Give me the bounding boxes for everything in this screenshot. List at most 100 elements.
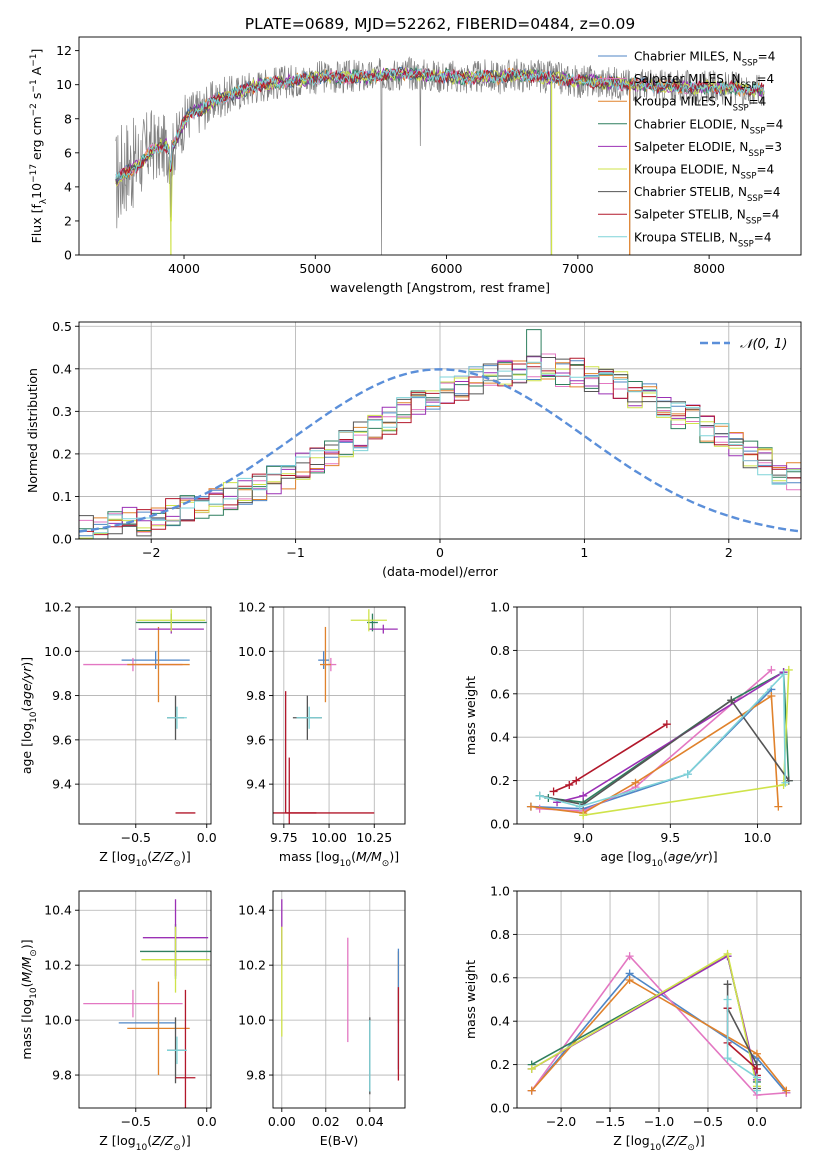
legend-label-salpeter-elodie: Salpeter ELODIE, NSSP=3 — [634, 140, 782, 159]
salpeter-stelib-weight-point — [662, 720, 671, 729]
histogram-salpeter-stelib — [79, 357, 801, 536]
chabrier-miles-weight-line — [530, 688, 772, 810]
age_weight-ytick-label: 0.4 — [490, 730, 510, 745]
spectrum-legend: Chabrier MILES, NSSP=4 Salpeter MILES, NS… — [598, 50, 783, 249]
legend-label-chabrier-stelib: Chabrier STELIB, NSSP=4 — [634, 185, 781, 204]
kroupa-stelib-weight-point — [723, 1054, 732, 1063]
z_weight-xtick-label: −1.5 — [595, 1114, 625, 1129]
mass_age-plot-area — [273, 609, 398, 824]
z_weight-xtick-label: −1.0 — [644, 1114, 674, 1129]
chabrier-stelib-weight-point — [727, 696, 736, 705]
z_weight-ytick-label: 0.8 — [490, 927, 510, 942]
spectrum-ytick-label: 8 — [64, 111, 72, 126]
spectrum-ytick-label: 12 — [56, 43, 72, 58]
spectrum-ytick-label: 0 — [64, 248, 72, 263]
z_weight-ytick-label: 0.6 — [490, 970, 510, 985]
spectrum-xlabel: wavelength [Angstrom, rest frame] — [330, 280, 550, 295]
mass_age-ytick-label: 9.8 — [246, 688, 266, 703]
z_weight-ytick-label: 1.0 — [490, 884, 510, 899]
chabrier-stelib-weight-line — [539, 699, 790, 806]
z_mass-ytick-label: 10.2 — [44, 958, 72, 973]
mass_age-ytick-label: 10.2 — [238, 600, 266, 615]
kroupa-elodie-weight-point — [723, 949, 732, 958]
kroupa-elodie-weight-point — [527, 1064, 536, 1073]
kroupa-stelib-weight-point — [723, 995, 732, 1004]
chabrier-miles-weight-line — [531, 972, 787, 1094]
age_weight-panel: 9.0 9.5 10.0 0.0 0.2 0.4 0.6 0.8 1.0 age [log10(a… — [463, 600, 802, 869]
legend-label-kroupa-miles: Kroupa MILES, NSSP=4 — [634, 95, 766, 114]
residuals-xtick-label: 0 — [436, 545, 444, 560]
age_weight-xtick-label: 9.0 — [573, 830, 593, 845]
spectrum-plot-area — [115, 56, 765, 255]
age_weight-ylabel: mass weight — [463, 676, 478, 755]
kroupa-elodie-weight-point — [579, 811, 588, 820]
salpeter-miles-weight-point — [625, 952, 634, 961]
age_weight-frame — [516, 606, 802, 825]
spectrum-ytick-label: 10 — [56, 77, 72, 92]
residuals-panel: −2 −1 0 1 2 0.0 0.1 0.2 0.3 0.4 0.5 (data-model)/er… — [25, 319, 802, 579]
z_age-ytick-label: 9.8 — [52, 688, 72, 703]
kroupa-stelib-weight-line — [726, 999, 758, 1091]
z_age-frame — [78, 606, 212, 825]
ebv_mass-xtick-label: 0.00 — [268, 1114, 296, 1129]
z_weight-ytick-label: 0.4 — [490, 1014, 510, 1029]
z_age-panel: −0.5 0.0 9.4 9.6 9.8 10.0 10.2 Z [log10(Z/Z⊙)] a… — [19, 600, 217, 870]
z_mass-panel: −0.5 0.0 9.8 10.0 10.2 10.4 Z [log10(Z/Z⊙)] mas… — [19, 890, 217, 1153]
legend-label-chabrier-miles: Chabrier MILES, NSSP=4 — [634, 50, 775, 69]
kroupa-stelib-weight-point — [683, 770, 692, 779]
salpeter-elodie-weight-line — [531, 954, 758, 1080]
ebv_mass-frame — [272, 890, 406, 1109]
spectrum-xtick-label: 7000 — [562, 261, 594, 276]
z_mass-ytick-label: 10.0 — [44, 1013, 72, 1028]
kroupa-stelib-weight-point — [752, 1073, 761, 1082]
spectrum-ylabel: Flux [fλ10−17 erg cm−2 s−1 A−1] — [29, 49, 49, 244]
kroupa-miles-weight-line — [531, 978, 787, 1092]
histogram-kroupa-stelib — [79, 361, 801, 539]
age_weight-ytick-label: 0.0 — [490, 817, 510, 832]
residuals-ytick-label: 0.3 — [52, 404, 72, 419]
residuals-ytick-label: 0.2 — [52, 446, 72, 461]
age_weight-ytick-label: 0.8 — [490, 643, 510, 658]
z_age-ytick-label: 10.0 — [44, 644, 72, 659]
residuals-plot-area — [79, 329, 801, 539]
mass_age-xtick-label: 10.25 — [356, 830, 392, 845]
spectrum-ytick-label: 4 — [64, 179, 72, 194]
spectrum-ytick-label: 2 — [64, 213, 72, 228]
z_mass-xlabel: Z [log10(Z/Z⊙)] — [99, 1133, 190, 1153]
age_weight-ytick-label: 0.6 — [490, 686, 510, 701]
z_mass-xtick-label: 0.0 — [197, 1114, 217, 1129]
spectrum-ytick-label: 6 — [64, 145, 72, 160]
legend-label-salpeter-miles: Salpeter MILES, NSSP=4 — [634, 72, 774, 91]
ebv_mass-ytick-label: 9.8 — [246, 1068, 266, 1083]
age_weight-xlabel: age [log10(age/yr)] — [600, 849, 717, 869]
salpeter-miles-weight-line — [539, 669, 772, 812]
z_weight-ylabel: mass weight — [463, 960, 478, 1039]
spectrum-frame — [78, 36, 802, 256]
spectrum-xtick-label: 4000 — [168, 261, 200, 276]
mass_age-panel: 9.75 10.00 10.25 9.4 9.6 9.8 10.0 10.2 mass [log… — [238, 600, 406, 869]
z_weight-xlabel: Z [log10(Z/Z⊙)] — [613, 1133, 704, 1153]
residuals-ytick-label: 0.4 — [52, 361, 72, 376]
chabrier-stelib-weight-line — [726, 984, 758, 1089]
z_age-ytick-label: 9.6 — [52, 732, 72, 747]
residuals-xtick-label: −2 — [142, 545, 160, 560]
mass_age-ytick-label: 9.6 — [246, 732, 266, 747]
kroupa-miles-weight-point — [625, 975, 634, 984]
mass_age-frame — [272, 606, 406, 825]
kroupa-miles-weight-point — [631, 778, 640, 787]
ebv_mass-ytick-label: 10.2 — [238, 958, 266, 973]
z_mass-ylabel: mass [log10(M/M⊙)] — [19, 939, 39, 1059]
histogram-kroupa-elodie — [79, 364, 801, 539]
salpeter-miles-weight-line — [531, 954, 787, 1096]
ebv_mass-xtick-label: 0.04 — [356, 1114, 384, 1129]
kroupa-miles-weight-point — [767, 691, 776, 700]
z_age-plot-area — [83, 609, 207, 814]
kroupa-elodie-weight-line — [531, 952, 758, 1087]
z_age-xlabel: Z [log10(Z/Z⊙)] — [99, 849, 190, 869]
spectrum-xtick-label: 5000 — [299, 261, 331, 276]
legend-label-kroupa-elodie: Kroupa ELODIE, NSSP=4 — [634, 163, 774, 182]
salpeter-elodie-weight-point — [579, 791, 588, 800]
salpeter-stelib-weight-line — [553, 723, 668, 793]
residuals-xlabel: (data-model)/error — [382, 564, 499, 579]
z_weight-ytick-label: 0.0 — [490, 1101, 510, 1116]
